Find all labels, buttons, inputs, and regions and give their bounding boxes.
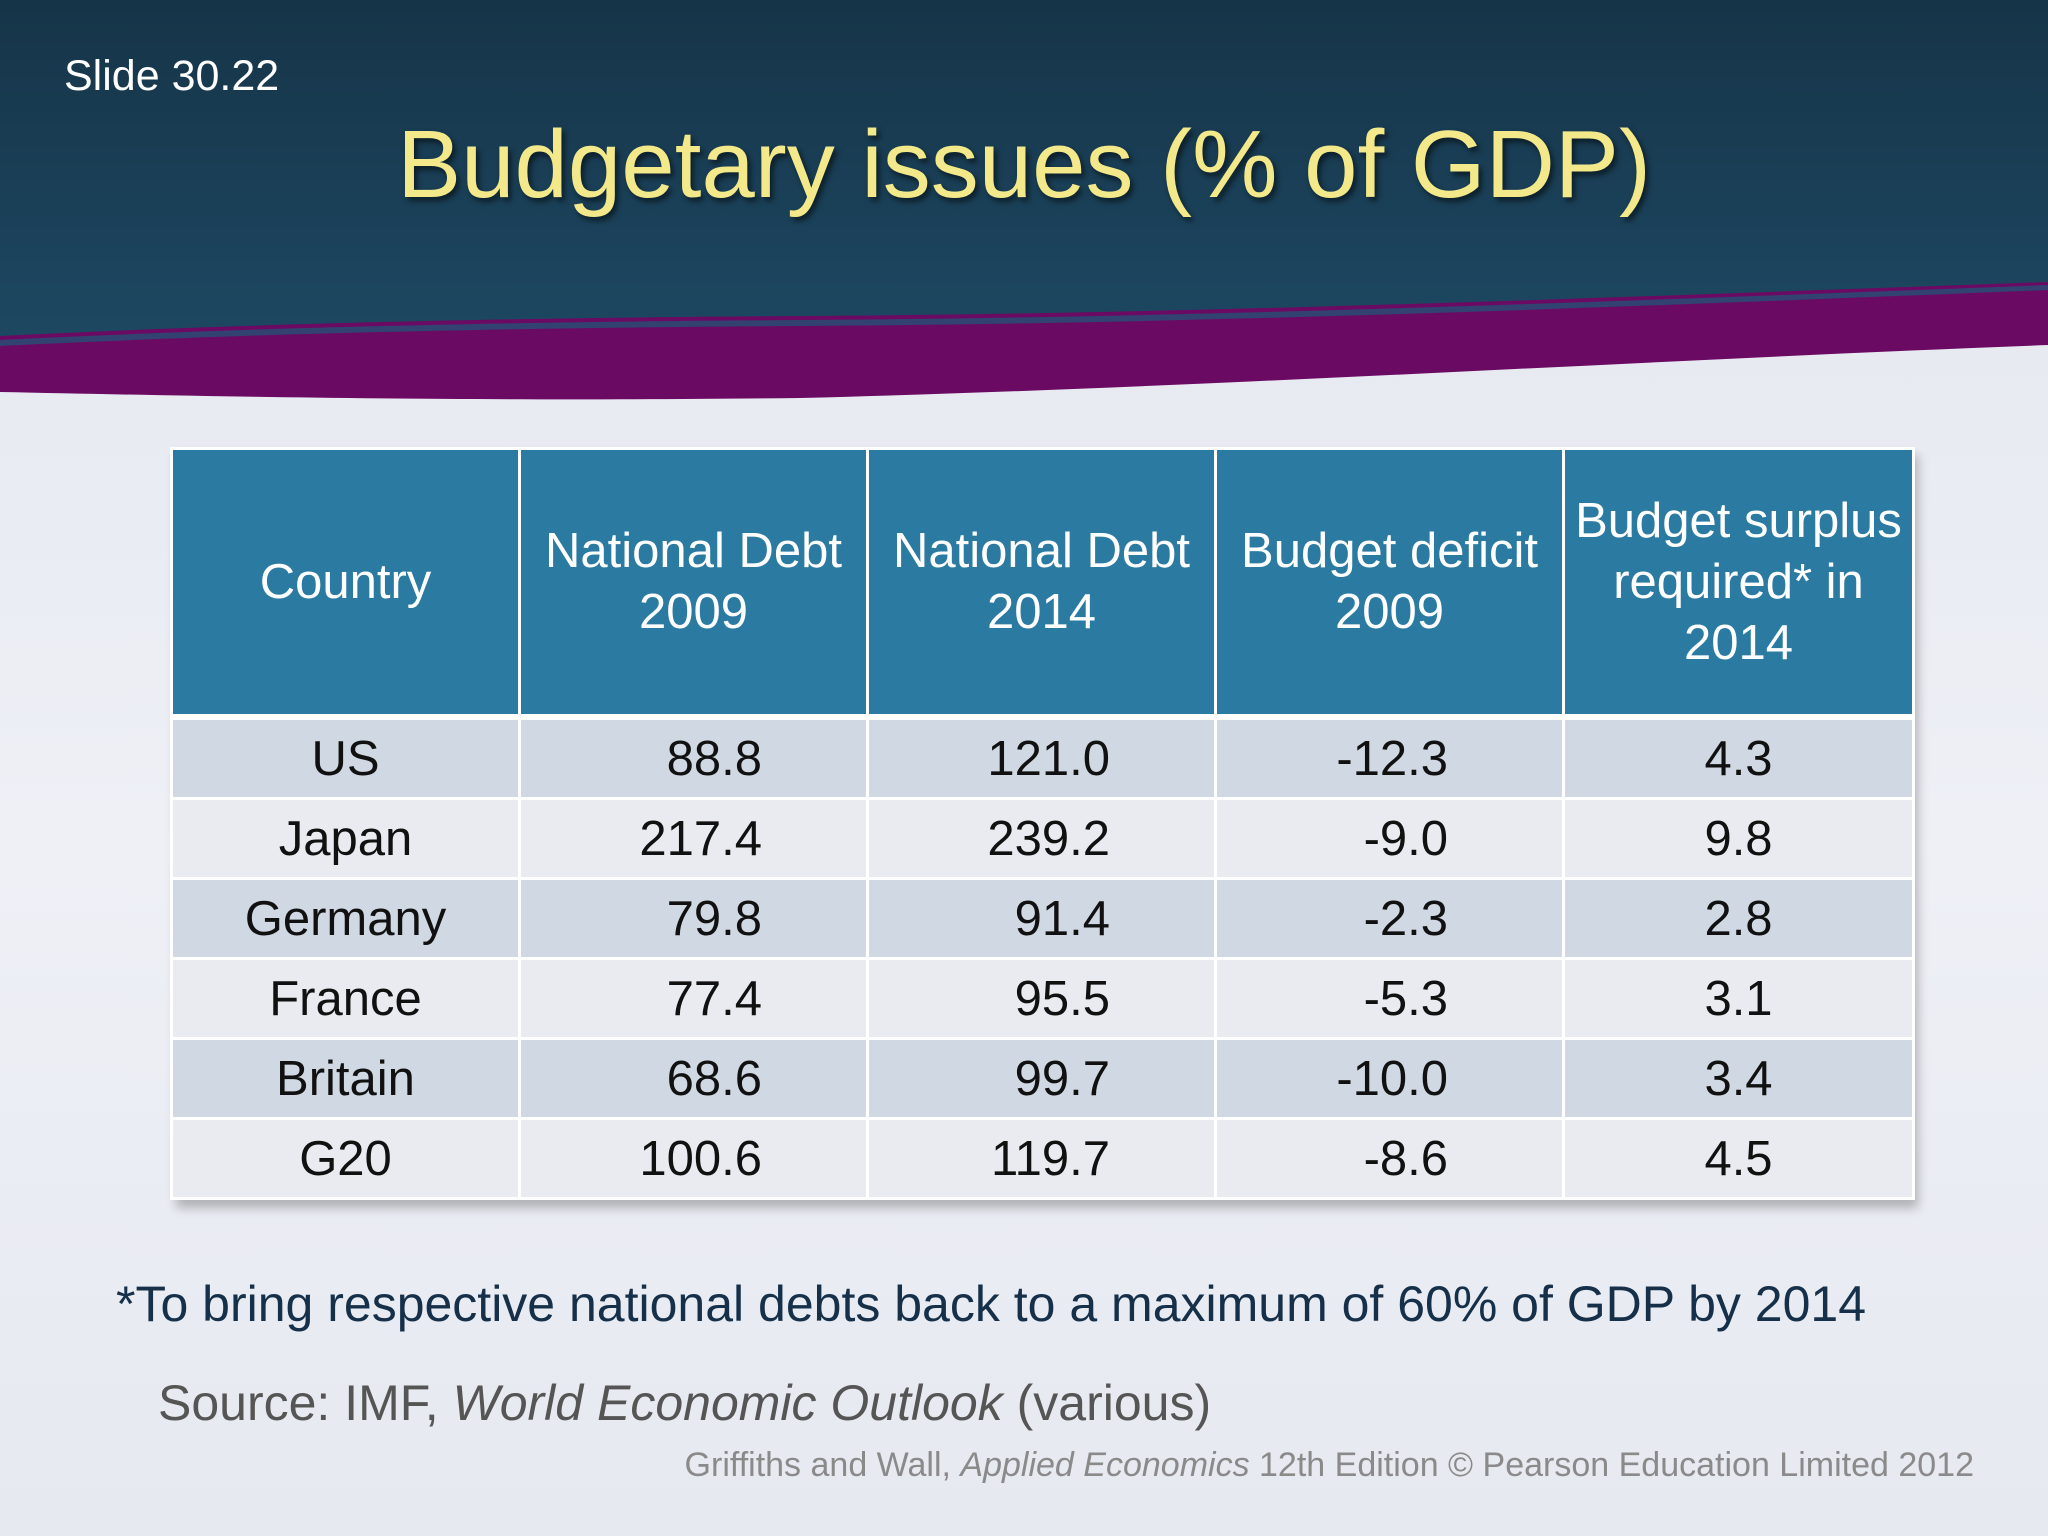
cell-country: Britain — [170, 1037, 521, 1120]
header-national-debt-2014: National Debt 2014 — [866, 447, 1217, 720]
cell-deficit-2009: -2.3 — [1214, 877, 1565, 960]
slide-number: Slide 30.22 — [64, 52, 280, 100]
table-row: Japan 217.4 239.2 -9.0 9.8 — [170, 797, 1915, 880]
header-purple-band — [0, 282, 2048, 400]
header-country: Country — [170, 447, 521, 720]
table-header-row: Country National Debt 2009 National Debt… — [170, 447, 1915, 720]
cell-deficit-2009: -10.0 — [1214, 1037, 1565, 1120]
cell-country: G20 — [170, 1117, 521, 1200]
cell-debt-2014: 95.5 — [866, 957, 1217, 1040]
cell-surplus-2014: 4.3 — [1562, 715, 1915, 800]
table-row: US 88.8 121.0 -12.3 4.3 — [170, 715, 1915, 800]
budget-table: Country National Debt 2009 National Debt… — [170, 447, 1915, 1200]
cell-deficit-2009: -8.6 — [1214, 1117, 1565, 1200]
header-background — [0, 0, 2048, 400]
cell-debt-2009: 88.8 — [518, 715, 869, 800]
header-budget-surplus-2014: Budget surplus required* in 2014 — [1562, 447, 1915, 720]
cell-debt-2009: 77.4 — [518, 957, 869, 1040]
cell-surplus-2014: 4.5 — [1562, 1117, 1915, 1200]
cell-debt-2014: 119.7 — [866, 1117, 1217, 1200]
cell-country: Japan — [170, 797, 521, 880]
table-row: France 77.4 95.5 -5.3 3.1 — [170, 957, 1915, 1040]
cell-debt-2014: 239.2 — [866, 797, 1217, 880]
cell-debt-2014: 121.0 — [866, 715, 1217, 800]
cell-debt-2014: 91.4 — [866, 877, 1217, 960]
budget-table-container: Country National Debt 2009 National Debt… — [170, 447, 1915, 1200]
cell-deficit-2009: -9.0 — [1214, 797, 1565, 880]
cell-surplus-2014: 3.1 — [1562, 957, 1915, 1040]
cell-debt-2009: 68.6 — [518, 1037, 869, 1120]
cell-surplus-2014: 3.4 — [1562, 1037, 1915, 1120]
cell-surplus-2014: 2.8 — [1562, 877, 1915, 960]
cell-country: France — [170, 957, 521, 1040]
source-publication: World Economic Outlook — [452, 1375, 1003, 1431]
cell-deficit-2009: -5.3 — [1214, 957, 1565, 1040]
slide-title: Budgetary issues (% of GDP) — [397, 111, 1651, 218]
copyright-book: Applied Economics — [960, 1446, 1250, 1484]
copyright-rest: 12th Edition © Pearson Education Limited… — [1249, 1446, 1974, 1484]
cell-debt-2009: 217.4 — [518, 797, 869, 880]
cell-deficit-2009: -12.3 — [1214, 715, 1565, 800]
footnote: *To bring respective national debts back… — [116, 1276, 1867, 1332]
header-budget-deficit-2009: Budget deficit 2009 — [1214, 447, 1565, 720]
cell-surplus-2014: 9.8 — [1562, 797, 1915, 880]
source-suffix: (various) — [1002, 1375, 1212, 1431]
header-national-debt-2009: National Debt 2009 — [518, 447, 869, 720]
copyright-authors: Griffiths and Wall, — [684, 1446, 961, 1484]
copyright-notice: Griffiths and Wall, Applied Economics 12… — [685, 1446, 1974, 1485]
table-row: G20 100.6 119.7 -8.6 4.5 — [170, 1117, 1915, 1200]
cell-country: Germany — [170, 877, 521, 960]
cell-debt-2009: 100.6 — [518, 1117, 869, 1200]
table-row: Britain 68.6 99.7 -10.0 3.4 — [170, 1037, 1915, 1120]
cell-debt-2009: 79.8 — [518, 877, 869, 960]
table-row: Germany 79.8 91.4 -2.3 2.8 — [170, 877, 1915, 960]
cell-country: US — [170, 715, 521, 800]
cell-debt-2014: 99.7 — [866, 1037, 1217, 1120]
source-prefix: Source: IMF, — [158, 1375, 453, 1431]
header-dark-panel — [0, 0, 2048, 340]
source-citation: Source: IMF, World Economic Outlook (var… — [158, 1374, 1211, 1432]
